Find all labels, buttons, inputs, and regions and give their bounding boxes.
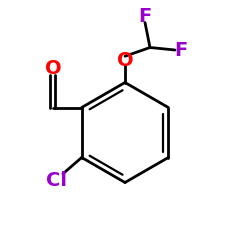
Text: F: F bbox=[174, 40, 188, 60]
Text: F: F bbox=[138, 8, 151, 26]
Text: Cl: Cl bbox=[46, 171, 67, 190]
Text: O: O bbox=[45, 59, 61, 78]
Text: O: O bbox=[117, 51, 133, 70]
